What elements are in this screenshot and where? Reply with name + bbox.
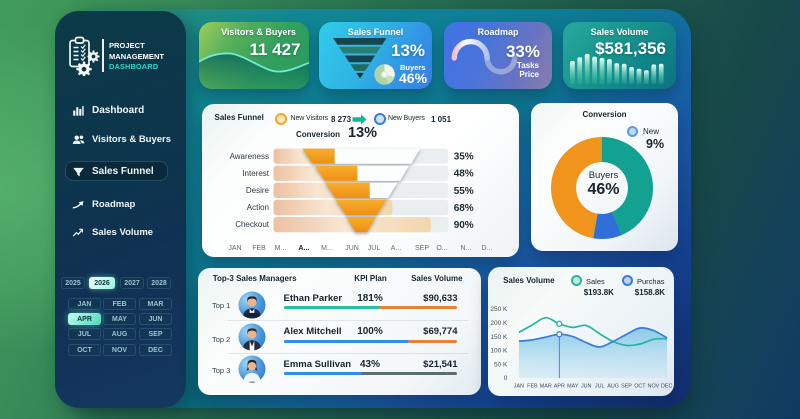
svg-text:35%: 35% <box>454 152 474 163</box>
svg-text:55%: 55% <box>454 186 474 197</box>
svg-text:200 K: 200 K <box>490 320 508 327</box>
svg-text:68%: 68% <box>454 203 474 214</box>
svg-text:Awareness: Awareness <box>230 152 269 161</box>
svg-text:N...: N... <box>461 245 472 252</box>
svg-text:JUL: JUL <box>595 384 605 390</box>
svg-text:NOV: NOV <box>648 384 660 390</box>
svg-text:50 K: 50 K <box>494 361 508 368</box>
svg-text:JUL: JUL <box>368 245 381 252</box>
svg-text:48%: 48% <box>454 169 474 180</box>
svg-text:M...: M... <box>321 245 333 252</box>
svg-text:Checkout: Checkout <box>235 220 270 229</box>
svg-text:D...: D... <box>482 245 493 252</box>
svg-text:Desire: Desire <box>246 186 270 195</box>
svg-text:AUG: AUG <box>607 384 619 390</box>
svg-text:JUN: JUN <box>345 245 359 252</box>
svg-text:JAN: JAN <box>228 245 241 252</box>
svg-text:100 K: 100 K <box>490 348 508 355</box>
svg-text:A...: A... <box>391 245 402 252</box>
svg-text:90%: 90% <box>454 220 474 231</box>
svg-text:150 K: 150 K <box>490 334 508 341</box>
svg-text:JUN: JUN <box>581 384 592 390</box>
svg-text:250 K: 250 K <box>490 306 508 313</box>
svg-text:SEP: SEP <box>621 384 632 390</box>
svg-text:MAY: MAY <box>567 384 579 390</box>
svg-text:A...: A... <box>299 245 310 252</box>
svg-text:DEC: DEC <box>661 384 672 390</box>
svg-text:O...: O... <box>436 245 447 252</box>
svg-text:FEB: FEB <box>252 245 266 252</box>
svg-text:Interest: Interest <box>242 169 269 178</box>
svg-text:APR: APR <box>554 384 565 390</box>
svg-text:M...: M... <box>275 245 287 252</box>
svg-text:0: 0 <box>504 375 508 382</box>
svg-text:OCT: OCT <box>634 384 646 390</box>
svg-text:SEP: SEP <box>415 245 429 252</box>
svg-text:JAN: JAN <box>514 384 524 390</box>
svg-text:FEB: FEB <box>527 384 538 390</box>
svg-text:MAR: MAR <box>540 384 552 390</box>
svg-text:Action: Action <box>247 203 269 212</box>
